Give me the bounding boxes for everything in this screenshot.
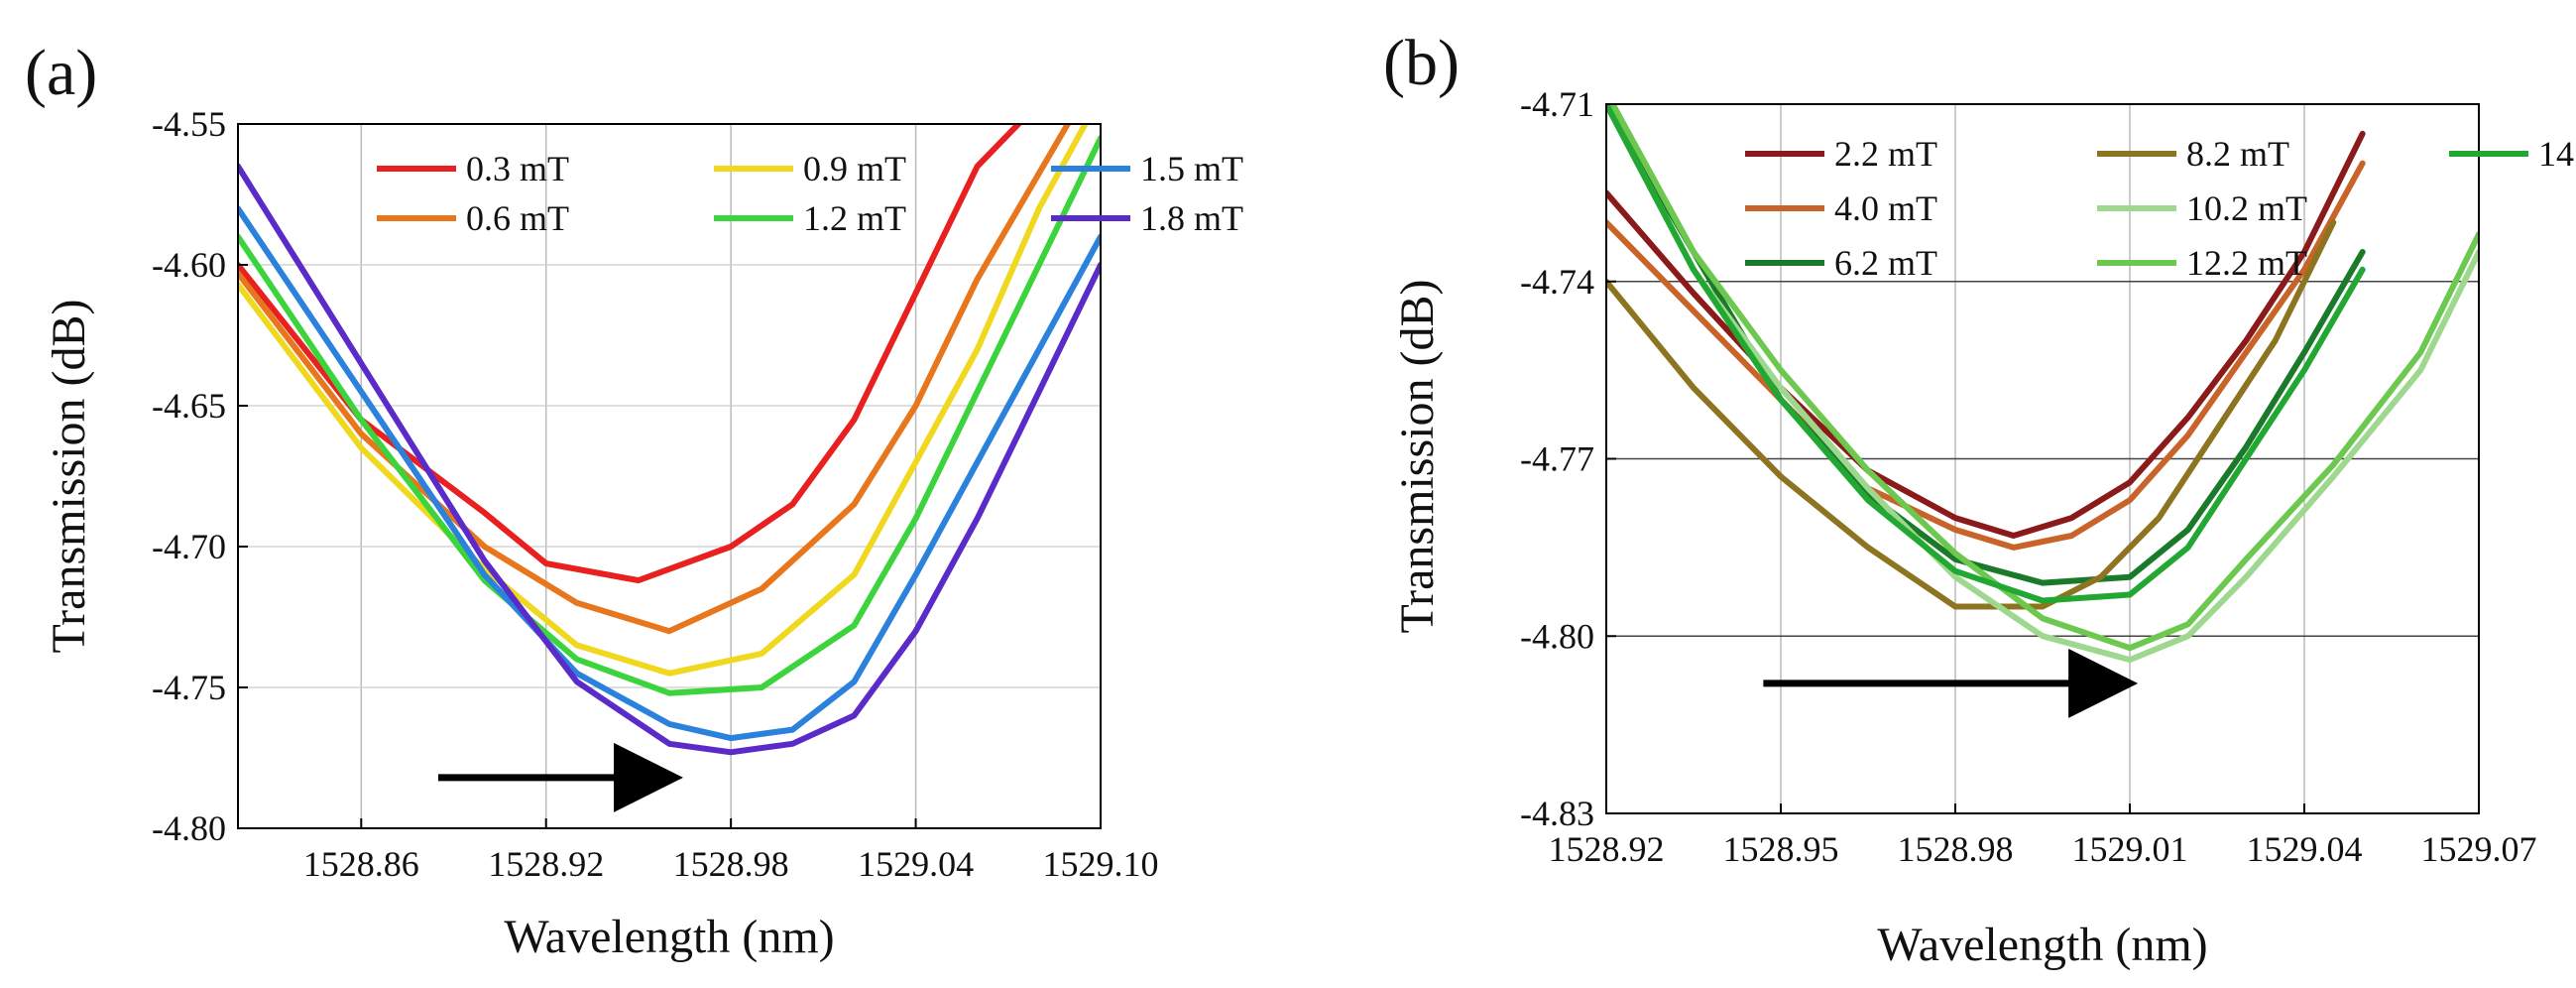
legend-label: 2.2 mT <box>1834 134 1937 174</box>
series-line-14-0-mT <box>1606 104 2366 604</box>
y-axis-title-a: Transmission (dB) <box>43 300 95 654</box>
chart-panel-b: (b) 1528.92 1528.95 1528.98 1529.01 1529.04 1… <box>1383 27 2576 971</box>
legend-label: 1.5 mT <box>1140 149 1243 188</box>
y-tick-label: -4.77 <box>1520 439 1594 479</box>
series-line-1-8-mT <box>238 163 1101 756</box>
legend-label: 0.3 mT <box>466 149 569 188</box>
y-tick-label: -4.60 <box>152 245 226 285</box>
y-axis-title-b: Transmission (dB) <box>1391 280 1444 634</box>
y-tick-label: -4.80 <box>1520 616 1594 656</box>
legend-b: 2.2 mT 4.0 mT 6.2 mT 8.2 mT 10.2 mT 12.2 mT 14… <box>1745 134 2576 283</box>
x-tick-label: 1528.95 <box>1723 829 1839 869</box>
chart-panel-a: (a) 1528.86 1528.92 1528.98 1529.04 1529.10 … <box>25 37 1243 963</box>
y-tick-label: -4.70 <box>152 527 226 566</box>
x-tick-label: 1529.07 <box>2421 829 2537 869</box>
y-tick-label: -4.65 <box>152 386 226 426</box>
plot-area-b <box>1606 104 2479 718</box>
y-tick-label: -4.83 <box>1520 794 1594 833</box>
series-line-12-2-mT <box>1609 104 2479 652</box>
y-tick-label: -4.71 <box>1520 84 1594 124</box>
legend-label: 6.2 mT <box>1834 243 1937 283</box>
series-line-0-6-mT <box>238 124 1072 635</box>
legend-label: 4.0 mT <box>1834 188 1937 228</box>
legend-label: 8.2 mT <box>2186 134 2289 174</box>
x-tick-label: 1529.04 <box>858 844 974 884</box>
legend-label: 1.8 mT <box>1140 198 1243 238</box>
x-ticks-b: 1528.92 1528.95 1528.98 1529.01 1529.04 1529.… <box>1549 803 2537 869</box>
series-line-1-2-mT <box>238 135 1101 696</box>
y-ticks-a: -4.80 -4.75 -4.70 -4.65 -4.60 -4.55 <box>152 104 248 848</box>
legend-label: 0.9 mT <box>803 149 906 188</box>
series-line-8-2-mT <box>1606 219 2337 610</box>
y-tick-label: -4.55 <box>152 104 226 144</box>
legend-label: 10.2 mT <box>2186 188 2307 228</box>
y-tick-label: -4.74 <box>1520 262 1594 302</box>
axes-frame-a <box>237 123 1102 829</box>
y-tick-label: -4.80 <box>152 808 226 848</box>
legend-label: 1.2 mT <box>803 198 906 238</box>
panel-label-b: (b) <box>1383 27 1460 99</box>
x-tick-label: 1528.98 <box>673 844 789 884</box>
legend-label: 14.0 mT <box>2538 134 2576 174</box>
x-axis-title-b: Wavelength (nm) <box>1877 919 2207 971</box>
x-tick-label: 1529.01 <box>2072 829 2188 869</box>
y-ticks-b: -4.83 -4.80 -4.77 -4.74 -4.71 <box>1520 84 1616 833</box>
series-line-1-5-mT <box>238 205 1101 742</box>
panel-label-a: (a) <box>25 37 97 109</box>
x-tick-label: 1528.86 <box>303 844 419 884</box>
y-tick-label: -4.75 <box>152 668 226 707</box>
x-tick-label: 1528.92 <box>488 844 604 884</box>
series-line-0-3-mT <box>238 124 1023 584</box>
x-tick-label: 1528.98 <box>1898 829 2014 869</box>
x-tick-label: 1529.04 <box>2247 829 2363 869</box>
x-ticks-a: 1528.86 1528.92 1528.98 1529.04 1529.10 <box>303 818 1159 884</box>
series-line-10-2-mT <box>1606 104 2479 664</box>
series-line-4-0-mT <box>1606 160 2366 551</box>
legend-label: 0.6 mT <box>466 198 569 238</box>
x-tick-label: 1529.10 <box>1043 844 1159 884</box>
x-tick-label: 1528.92 <box>1549 829 1665 869</box>
legend-label: 12.2 mT <box>2186 243 2307 283</box>
legend-a: 0.3 mT 0.6 mT 0.9 mT 1.2 mT 1.5 mT 1.8 mT <box>377 149 1243 238</box>
plot-area-a <box>238 124 1101 812</box>
x-axis-title-a: Wavelength (nm) <box>504 911 834 963</box>
grid-a <box>238 124 1101 828</box>
